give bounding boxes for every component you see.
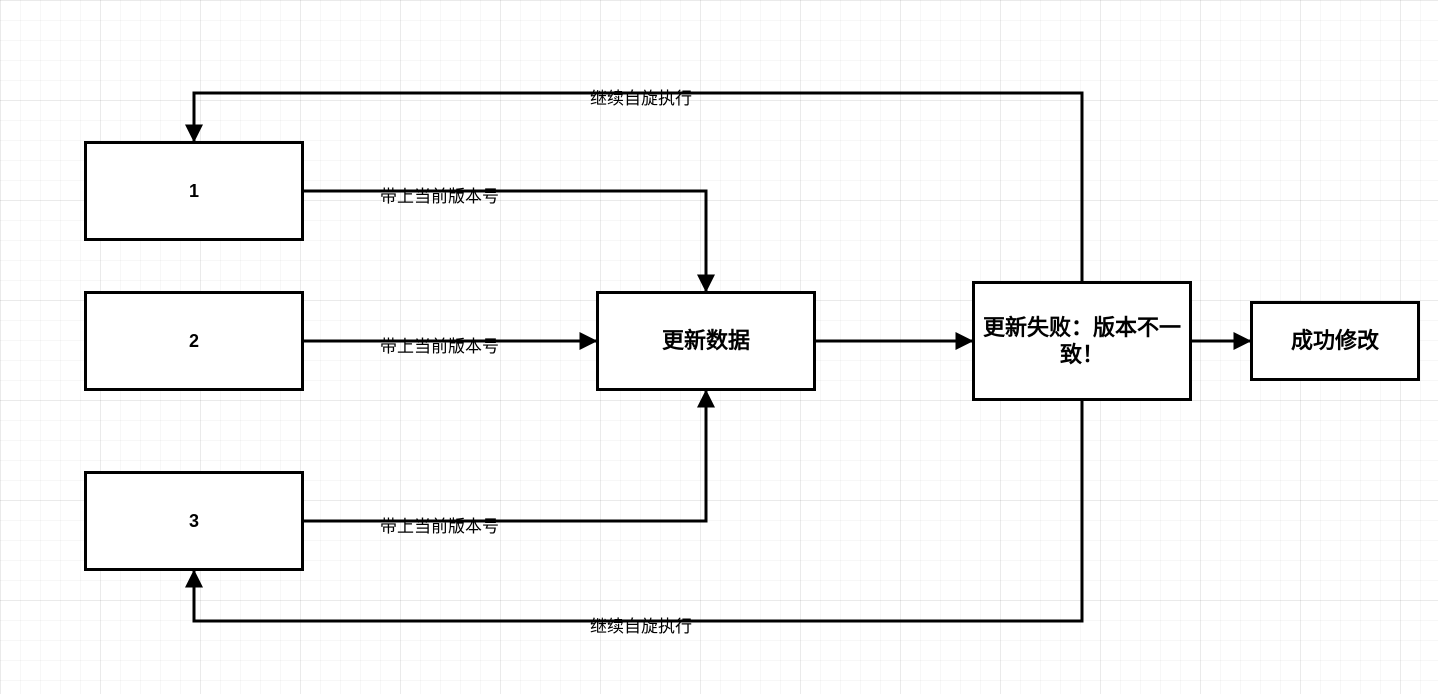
edge-spin-bottom [194,401,1082,621]
node-update: 更新数据 [596,291,816,391]
edge-label-n2-upd: 带上当前版本号 [380,332,499,357]
node-success: 成功修改 [1250,301,1420,381]
node-fail: 更新失败：版本不一致！ [972,281,1192,401]
edge-n3-upd [304,391,706,521]
node-success-label: 成功修改 [1291,327,1379,355]
edge-label-spin-bottom: 继续自旋执行 [590,612,692,637]
edge-label-n3-upd: 带上当前版本号 [380,512,499,537]
edge-label-spin-top: 继续自旋执行 [590,84,692,109]
node-2: 2 [84,291,304,391]
node-1-label: 1 [189,180,199,203]
node-3: 3 [84,471,304,571]
edge-n1-upd [304,191,706,291]
node-fail-label: 更新失败：版本不一致！ [983,314,1181,369]
edge-spin-top [194,93,1082,281]
edge-label-n1-upd: 带上当前版本号 [380,182,499,207]
node-2-label: 2 [189,330,199,353]
node-3-label: 3 [189,510,199,533]
node-1: 1 [84,141,304,241]
node-update-label: 更新数据 [662,327,750,355]
